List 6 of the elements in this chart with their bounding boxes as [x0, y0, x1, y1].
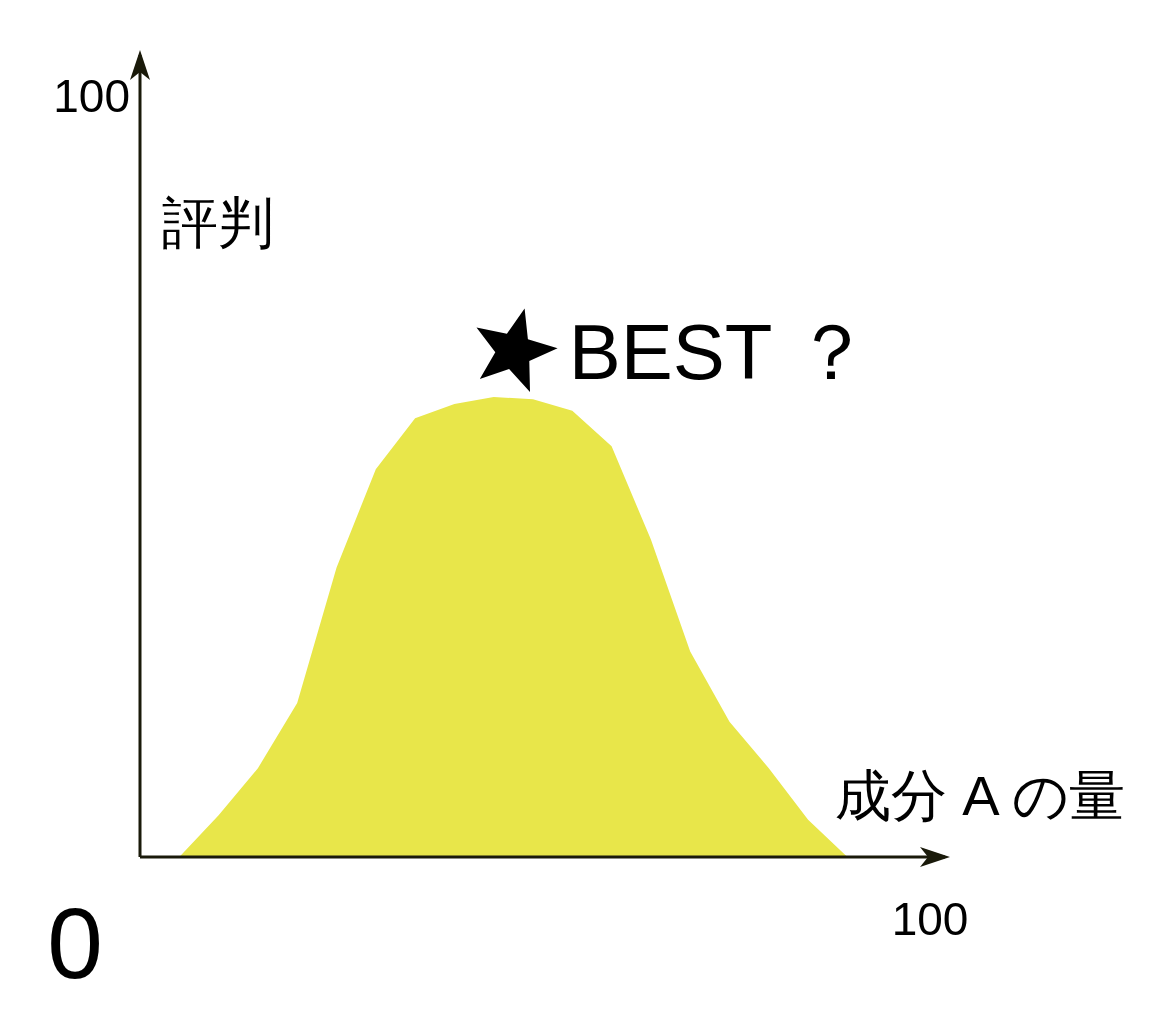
text: 100 — [891, 893, 969, 945]
text: 0 — [47, 887, 103, 999]
text: BEST ？ — [568, 308, 871, 396]
x-axis-title: 成分 A の量 — [834, 764, 1125, 827]
text: 100 — [53, 70, 130, 122]
y-axis-title: 評判 — [162, 191, 274, 254]
